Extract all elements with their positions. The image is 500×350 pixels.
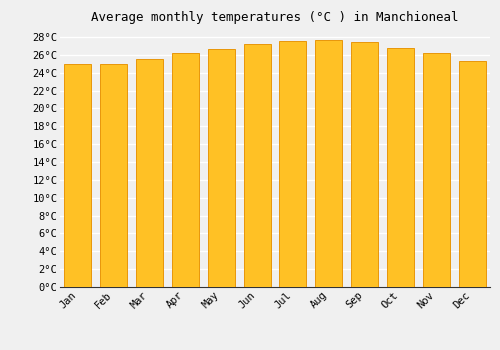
Bar <box>172 53 199 287</box>
Bar <box>244 44 270 287</box>
Bar <box>100 64 127 287</box>
Bar <box>316 40 342 287</box>
Bar <box>136 59 163 287</box>
Title: Average monthly temperatures (°C ) in Manchioneal: Average monthly temperatures (°C ) in Ma… <box>91 11 459 24</box>
Bar <box>280 41 306 287</box>
Bar <box>458 61 485 287</box>
Bar <box>208 49 234 287</box>
Bar <box>423 53 450 287</box>
Bar <box>64 64 92 287</box>
Bar <box>351 42 378 287</box>
Bar <box>387 48 414 287</box>
